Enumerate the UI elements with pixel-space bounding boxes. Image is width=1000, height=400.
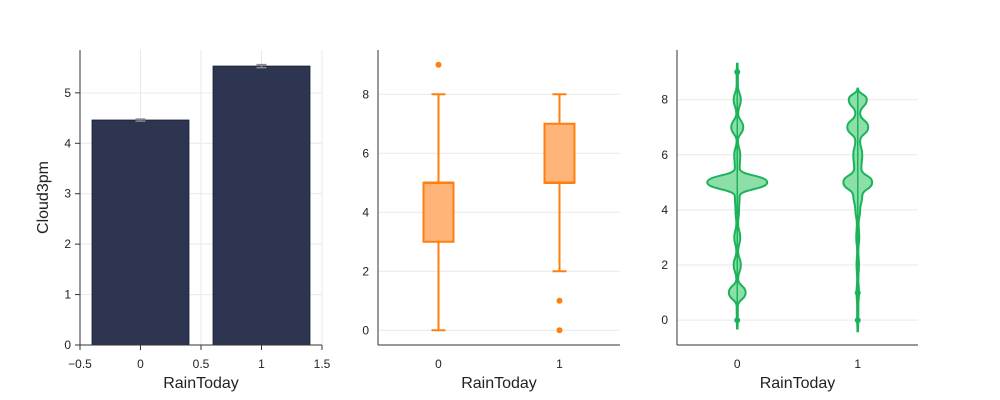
violin-plot-panel: 0 2 4 6 8 0 1 RainToday — [661, 50, 918, 392]
box — [543, 122, 576, 184]
x-axis-title: RainToday — [163, 375, 239, 392]
x-tick-label: 1.5 — [314, 357, 331, 371]
outlier-point — [556, 327, 563, 334]
y-tick-label: 6 — [362, 146, 369, 160]
violin-point — [854, 289, 861, 296]
y-tick-label: 8 — [661, 93, 668, 107]
y-tick-label: 1 — [64, 288, 71, 302]
violin-point — [734, 317, 741, 324]
x-tick-label: −0.5 — [68, 357, 92, 371]
y-tick-label: 4 — [64, 136, 71, 150]
outlier-point — [435, 61, 442, 68]
y-tick-label: 2 — [362, 264, 369, 278]
y-tick-label: 4 — [362, 205, 369, 219]
bar — [91, 119, 190, 346]
box — [422, 181, 455, 243]
y-tick-label: 2 — [661, 258, 668, 272]
bar-chart-panel: 0 1 2 3 4 5 −0.5 0 0.5 1 1.5 RainToday Cloud3pm — [35, 50, 331, 392]
y-tick-label: 5 — [64, 86, 71, 100]
x-axis-title: RainToday — [461, 375, 537, 392]
y-tick-label: 2 — [64, 237, 71, 251]
y-tick-label: 0 — [64, 338, 71, 352]
x-tick-label: 1 — [556, 357, 563, 371]
y-tick-label: 0 — [661, 313, 668, 327]
y-tick-label: 8 — [362, 87, 369, 101]
y-axis-title: Cloud3pm — [35, 161, 52, 234]
violin-point — [854, 317, 861, 324]
x-tick-label: 1 — [854, 357, 861, 371]
x-tick-label: 0 — [435, 357, 442, 371]
violin-point — [734, 69, 741, 76]
x-tick-label: 1 — [258, 357, 265, 371]
y-tick-label: 6 — [661, 148, 668, 162]
x-axis-title: RainToday — [760, 375, 836, 392]
y-tick-label: 0 — [362, 323, 369, 337]
x-tick-label: 0 — [137, 357, 144, 371]
outlier-point — [556, 297, 563, 304]
y-tick-label: 3 — [64, 187, 71, 201]
y-tick-label: 4 — [661, 203, 668, 217]
box-plot-panel: 0 2 4 6 8 0 1 RainToday — [362, 50, 620, 392]
x-tick-label: 0.5 — [193, 357, 210, 371]
bar — [212, 65, 311, 346]
x-tick-label: 0 — [734, 357, 741, 371]
